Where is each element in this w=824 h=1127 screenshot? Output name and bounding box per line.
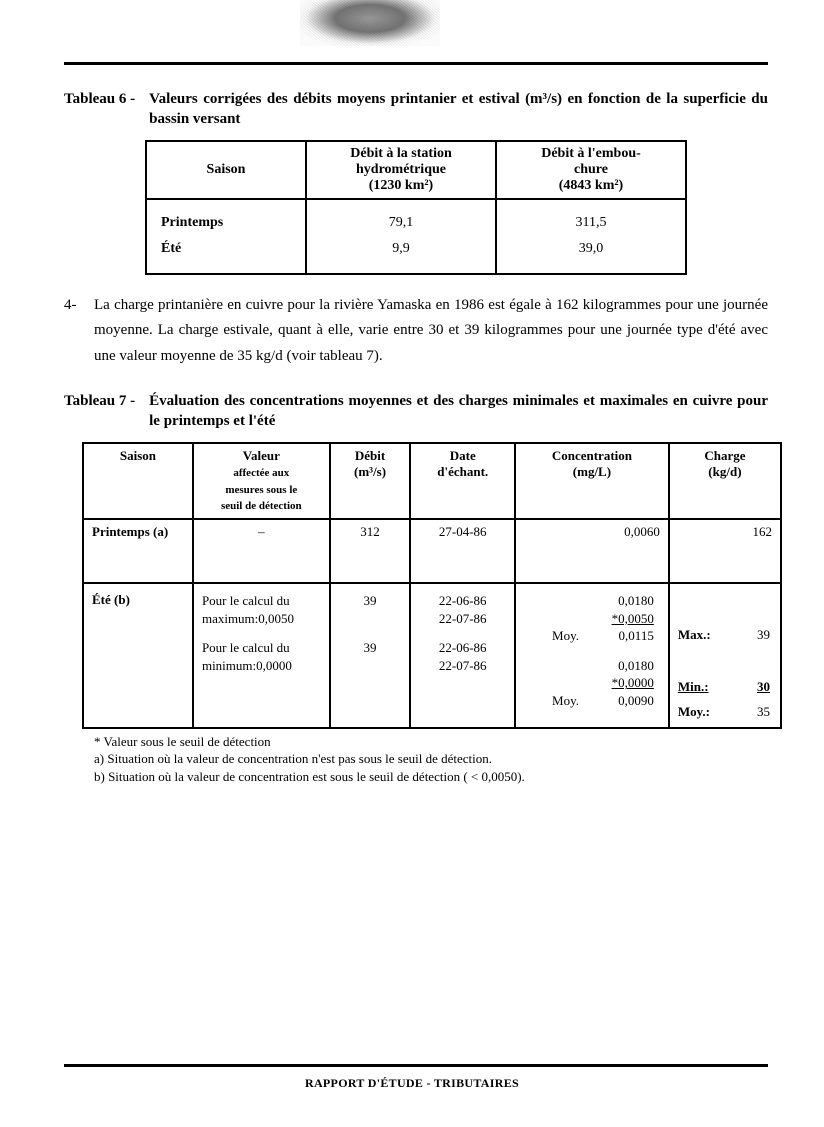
t7-row-ete: Été (b) Pour le calcul du maximum:0,0050…	[83, 583, 781, 728]
t7-charge-moy-lab: Moy.:	[678, 703, 710, 721]
t7-charge-max-lab: Max.:	[678, 626, 711, 644]
t7-ete-cmin-moyval: 0,0090	[618, 692, 654, 710]
tableau7-title: Évaluation des concentrations moyennes e…	[149, 391, 768, 432]
t7-ete-conc: 0,0180 *0,0050 Moy. 0,0115 0,0180 *0,000…	[515, 583, 669, 728]
t7-ete-label: Été (b)	[83, 583, 193, 728]
t7-h-saison: Saison	[83, 443, 193, 520]
t7-ete-date2a: 22-07-86	[439, 611, 487, 626]
t7-h-debit-l2: (m³/s)	[354, 464, 386, 479]
t7-h-valeur-l3: mesures sous le	[225, 484, 297, 496]
t7-h-debit-l1: Débit	[355, 448, 385, 463]
t7-ete-dates: 22-06-86 22-07-86 22-06-86 22-07-86	[410, 583, 515, 728]
t6-ete-label: Été	[161, 241, 181, 256]
t7-ete-charge: Max.: 39 Min.: 30 Moy.: 35	[669, 583, 781, 728]
t7-ete-max-l1: Pour le calcul du	[202, 593, 290, 608]
t7-charge-min-val: 30	[757, 678, 770, 696]
t6-row-seasons: Printemps Été	[146, 199, 306, 274]
t7-h-date-l2: d'échant.	[437, 464, 488, 479]
t7-ete-cmax2: *0,0050	[612, 610, 654, 628]
t7-ete-date1a: 22-06-86	[439, 593, 487, 608]
t7-ete-debit: 39 39	[330, 583, 411, 728]
t7-ete-cmin2: *0,0000	[612, 674, 654, 692]
t7-ete-max-l2: maximum:0,0050	[202, 611, 294, 626]
t7-h-valeur-l2: affectée aux	[233, 467, 289, 479]
footer-text: RAPPORT D'ÉTUDE - TRIBUTAIRES	[0, 1076, 824, 1091]
t6-h-saison: Saison	[146, 141, 306, 199]
t7-prin-conc: 0,0060	[515, 519, 669, 583]
t7-prin-date: 27-04-86	[410, 519, 515, 583]
tableau6-heading: Tableau 6 - Valeurs corrigées des débits…	[64, 89, 768, 130]
t7-row-printemps: Printemps (a) – 312 27-04-86 0,0060 162	[83, 519, 781, 583]
paragraph-4: 4- La charge printanière en cuivre pour …	[64, 293, 768, 370]
t7-h-conc: Concentration (mg/L)	[515, 443, 669, 520]
t7-h-valeur: Valeur affectée aux mesures sous le seui…	[193, 443, 330, 520]
t7-ete-cmax-moylab: Moy.	[552, 627, 579, 645]
tableau6-title: Valeurs corrigées des débits moyens prin…	[149, 89, 768, 130]
header-graphic	[300, 0, 440, 46]
t7-charge-min-lab: Min.:	[678, 678, 709, 696]
t7-h-valeur-l1: Valeur	[243, 448, 280, 463]
t6-h-emb-l3: (4843 km²)	[559, 178, 623, 193]
t7-h-charge-l2: (kg/d)	[708, 464, 741, 479]
t7-h-charge-l1: Charge	[704, 448, 745, 463]
note-asterisk: * Valeur sous le seuil de détection	[94, 733, 768, 751]
t7-prin-debit: 312	[330, 519, 411, 583]
t7-h-charge: Charge (kg/d)	[669, 443, 781, 520]
t7-h-date-l1: Date	[450, 448, 476, 463]
tableau7-heading: Tableau 7 - Évaluation des concentration…	[64, 391, 768, 432]
t6-h-emb-l2: chure	[574, 162, 608, 177]
t6-col3-vals: 311,5 39,0	[496, 199, 686, 274]
t6-printemps-label: Printemps	[161, 215, 223, 230]
t7-prin-valeur: –	[193, 519, 330, 583]
t7-ete-cmax1: 0,0180	[618, 592, 654, 610]
t7-ete-date2b: 22-07-86	[439, 658, 487, 673]
tableau6: Saison Débit à la station hydrométrique …	[145, 140, 687, 275]
t7-charge-moy-val: 35	[757, 703, 770, 721]
t7-prin-label: Printemps (a)	[83, 519, 193, 583]
tableau6-label: Tableau 6 -	[64, 89, 149, 109]
note-a: a) Situation où la valeur de concentrati…	[94, 750, 768, 768]
t7-h-debit: Débit (m³/s)	[330, 443, 411, 520]
t6-v12: 311,5	[576, 215, 607, 230]
t7-ete-min-l2: minimum:0,0000	[202, 658, 292, 673]
t7-ete-cmin1: 0,0180	[618, 657, 654, 675]
t6-h-emb-l1: Débit à l'embou-	[541, 146, 641, 161]
top-divider	[64, 62, 768, 65]
t6-v11: 79,1	[389, 215, 414, 230]
t7-ete-cmin-moylab: Moy.	[552, 692, 579, 710]
t6-h-station-l2: hydrométrique	[356, 162, 446, 177]
t6-h-station: Débit à la station hydrométrique (1230 k…	[306, 141, 496, 199]
t6-h-embouchure: Débit à l'embou- chure (4843 km²)	[496, 141, 686, 199]
t6-h-station-l1: Débit à la station	[350, 146, 452, 161]
t7-charge-max-val: 39	[757, 626, 770, 644]
t7-h-date: Date d'échant.	[410, 443, 515, 520]
para4-number: 4-	[64, 293, 94, 370]
t6-v21: 9,9	[392, 241, 410, 256]
t7-ete-cmax-moyval: 0,0115	[619, 627, 654, 645]
t7-h-valeur-l4: seuil de détection	[221, 500, 302, 512]
tableau7-label: Tableau 7 -	[64, 391, 149, 411]
t7-ete-valeur: Pour le calcul du maximum:0,0050 Pour le…	[193, 583, 330, 728]
footer-divider	[64, 1064, 768, 1067]
t7-prin-charge: 162	[669, 519, 781, 583]
t7-ete-min-l1: Pour le calcul du	[202, 640, 290, 655]
t7-ete-debit-1: 39	[364, 593, 377, 608]
t7-ete-date1b: 22-06-86	[439, 640, 487, 655]
tableau7-notes: * Valeur sous le seuil de détection a) S…	[94, 733, 768, 786]
note-b: b) Situation où la valeur de concentrati…	[94, 768, 768, 786]
t6-col2-vals: 79,1 9,9	[306, 199, 496, 274]
tableau7: Saison Valeur affectée aux mesures sous …	[82, 442, 782, 729]
t6-v22: 39,0	[579, 241, 604, 256]
t7-h-conc-l2: (mg/L)	[573, 464, 611, 479]
t6-h-station-l3: (1230 km²)	[369, 178, 433, 193]
t7-h-conc-l1: Concentration	[552, 448, 632, 463]
t7-ete-debit-2: 39	[364, 640, 377, 655]
para4-text: La charge printanière en cuivre pour la …	[94, 293, 768, 370]
